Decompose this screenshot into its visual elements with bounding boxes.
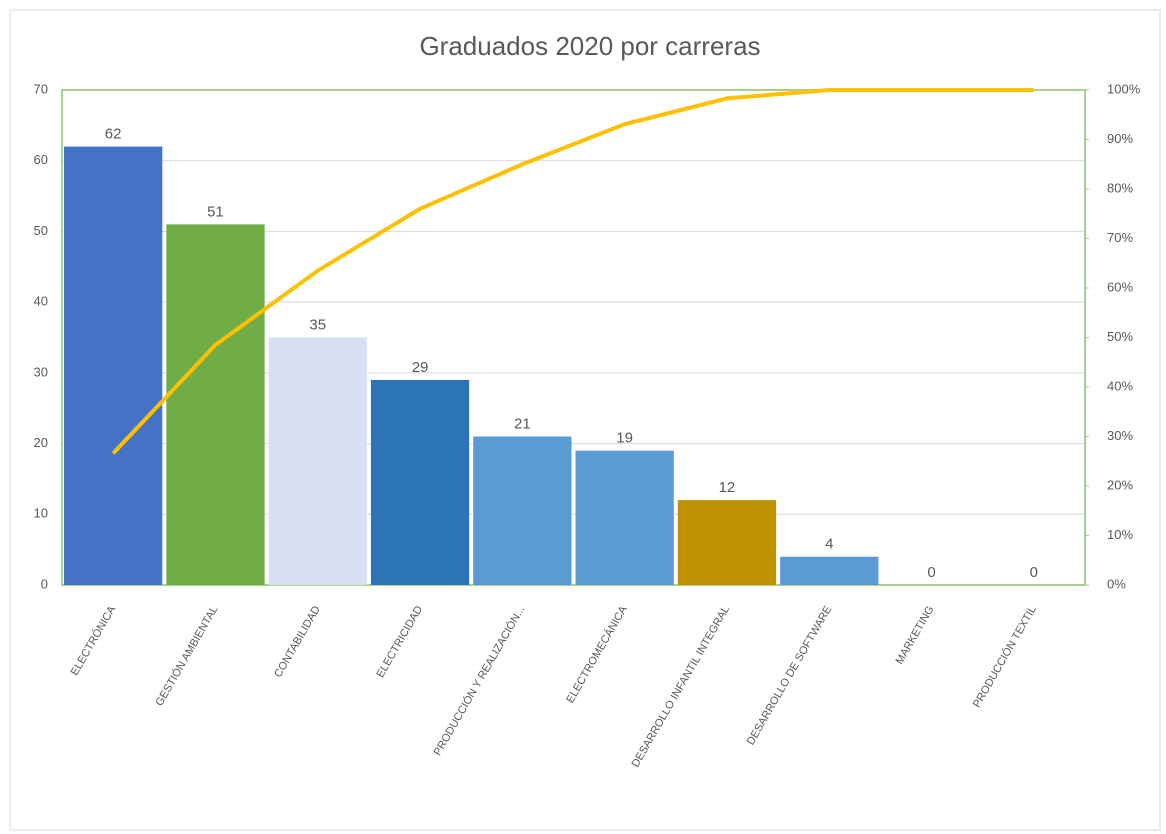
bar	[473, 436, 572, 585]
y-tick-label: 70	[34, 81, 48, 96]
y2-tick-label: 0%	[1107, 576, 1126, 591]
data-label: 62	[105, 126, 122, 143]
y2-tick-label: 60%	[1107, 279, 1133, 294]
y-tick-label: 30	[34, 364, 48, 379]
y2-tick-label: 90%	[1107, 131, 1133, 146]
cumulative-line	[111, 88, 1034, 455]
y-tick-label: 60	[34, 152, 48, 167]
bar	[64, 146, 163, 586]
y2-tick-label: 10%	[1107, 527, 1133, 542]
data-label: 51	[207, 203, 224, 220]
y2-tick-label: 80%	[1107, 180, 1133, 195]
bar	[575, 450, 674, 585]
bar	[677, 500, 777, 585]
data-label: 19	[616, 430, 633, 447]
y-tick-label: 10	[34, 506, 48, 521]
y-tick-label: 20	[34, 435, 48, 450]
y-tick-label: 40	[34, 294, 48, 309]
data-label: 12	[719, 479, 736, 496]
data-label: 0	[1030, 564, 1038, 581]
y2-tick-label: 100%	[1107, 81, 1141, 96]
y-tick-label: 0	[41, 576, 48, 591]
y2-tick-label: 20%	[1107, 477, 1133, 492]
bar	[268, 337, 367, 585]
chart-title: Graduados 2020 por carreras	[419, 31, 760, 61]
bar	[780, 556, 879, 585]
bar	[370, 379, 470, 585]
y2-tick-label: 30%	[1107, 428, 1133, 443]
y-tick-label: 50	[34, 223, 48, 238]
data-label: 35	[309, 316, 326, 333]
y2-tick-label: 40%	[1107, 378, 1133, 393]
data-label: 4	[825, 536, 833, 553]
plot-border	[61, 89, 1086, 586]
y2-tick-label: 50%	[1107, 329, 1133, 344]
bar	[166, 224, 265, 585]
y2-tick-label: 70%	[1107, 230, 1133, 245]
data-label: 21	[514, 415, 531, 432]
data-label: 0	[927, 564, 935, 581]
data-label: 29	[412, 359, 429, 376]
